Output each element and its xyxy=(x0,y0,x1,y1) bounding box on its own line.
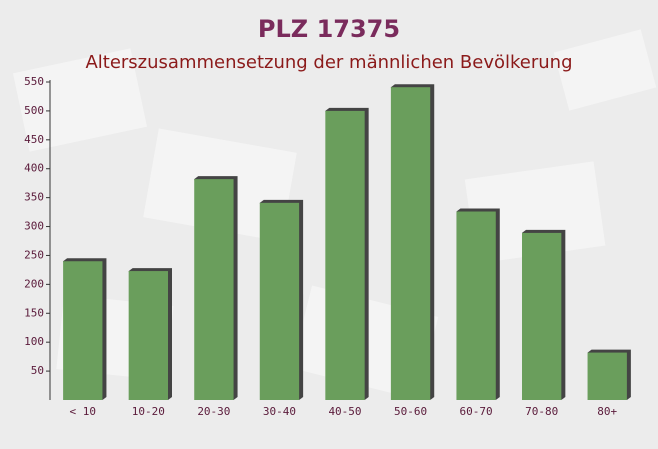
x-tick-label: 50-60 xyxy=(394,405,427,418)
bar xyxy=(128,271,168,400)
x-tick-label: 20-30 xyxy=(197,405,230,418)
x-tick-label: 30-40 xyxy=(263,405,296,418)
y-tick-label: 300 xyxy=(24,220,44,233)
y-tick-label: 400 xyxy=(24,162,44,175)
bar xyxy=(587,352,627,400)
chart-title: PLZ 17375 xyxy=(258,15,400,43)
y-tick-label: 200 xyxy=(24,277,44,290)
bar xyxy=(63,261,103,400)
y-tick-label: 50 xyxy=(31,364,44,377)
y-tick-label: 150 xyxy=(24,306,44,319)
x-tick-label: 40-50 xyxy=(328,405,361,418)
y-tick-label: 350 xyxy=(24,191,44,204)
x-tick-label: < 10 xyxy=(70,405,97,418)
bar xyxy=(259,202,300,400)
x-tick-label: 60-70 xyxy=(460,405,493,418)
x-tick-label: 80+ xyxy=(597,405,617,418)
bar xyxy=(194,179,234,400)
bar xyxy=(325,110,365,400)
y-tick-label: 550 xyxy=(24,75,44,88)
bar xyxy=(522,232,562,400)
y-tick-label: 450 xyxy=(24,133,44,146)
bar xyxy=(456,211,496,400)
bar xyxy=(390,87,431,400)
y-tick-label: 500 xyxy=(24,104,44,117)
y-tick-label: 100 xyxy=(24,335,44,348)
y-tick-label: 250 xyxy=(24,248,44,261)
x-tick-label: 10-20 xyxy=(132,405,165,418)
chart-subtitle: Alterszusammensetzung der männlichen Bev… xyxy=(85,52,572,73)
x-tick-label: 70-80 xyxy=(525,405,558,418)
